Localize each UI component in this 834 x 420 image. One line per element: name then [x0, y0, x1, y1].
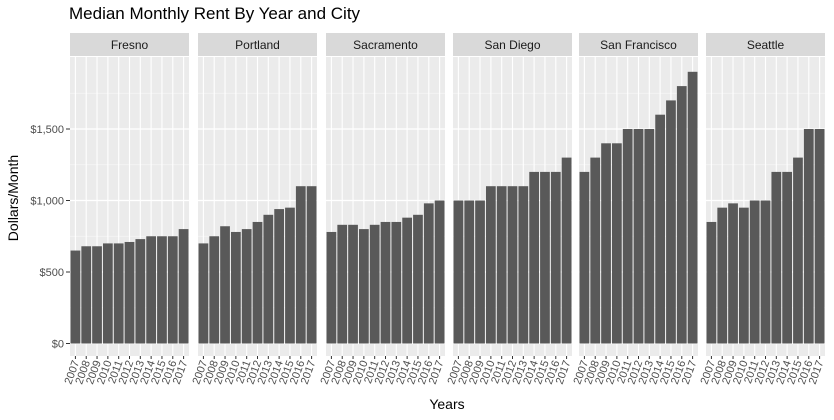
- facet-panel: San Francisco200720082009201020112012201…: [572, 33, 699, 386]
- bar: [230, 231, 241, 344]
- facet-strip: [70, 33, 189, 56]
- bar: [475, 200, 485, 344]
- bar: [644, 129, 655, 344]
- bar: [241, 229, 252, 344]
- bar: [579, 171, 590, 344]
- facet-label: Portland: [235, 38, 280, 52]
- facet-strip: [579, 33, 698, 56]
- bar: [157, 236, 167, 344]
- bar: [391, 221, 402, 344]
- facet-label: San Francisco: [600, 38, 677, 52]
- bar: [285, 207, 295, 344]
- facet-strip: [706, 33, 825, 56]
- bar: [113, 243, 124, 344]
- facet-panel: San Diego2007200820092010201120122013201…: [446, 33, 573, 386]
- facet-panel: Seattle200720082009201020112012201320142…: [699, 33, 826, 386]
- bar: [135, 239, 146, 344]
- bar: [496, 186, 507, 344]
- facet-panel: Sacramento200720082009201020112012201320…: [319, 33, 446, 386]
- bar: [337, 224, 348, 344]
- facet-panel: Fresno2007200820092010201120122013201420…: [63, 33, 190, 386]
- bar: [178, 229, 189, 344]
- bar: [655, 114, 666, 344]
- bar: [209, 236, 220, 344]
- bar: [306, 186, 317, 344]
- facet-label: Fresno: [111, 38, 149, 52]
- facet-label: Sacramento: [353, 38, 418, 52]
- bar: [124, 241, 135, 344]
- bar: [263, 214, 274, 344]
- bar: [507, 186, 518, 344]
- bar: [70, 250, 81, 344]
- bar: [687, 71, 698, 344]
- bar: [529, 171, 540, 344]
- bar: [666, 100, 676, 344]
- bar: [771, 171, 782, 344]
- bar: [738, 207, 749, 344]
- facet-strip: [198, 33, 317, 56]
- y-tick-label: $1,500: [30, 124, 64, 136]
- facet-strip: [326, 33, 445, 56]
- bar: [423, 203, 434, 344]
- bar: [295, 186, 306, 344]
- y-tick-label: $500: [40, 267, 64, 279]
- bar: [561, 157, 572, 344]
- bar: [518, 186, 529, 344]
- bar: [633, 129, 644, 344]
- facet-label: San Diego: [484, 38, 540, 52]
- bar: [717, 207, 728, 344]
- bar: [540, 171, 550, 344]
- x-axis-label: Years: [429, 396, 465, 412]
- bar: [793, 157, 803, 344]
- bar: [274, 209, 285, 344]
- bar: [622, 129, 633, 344]
- bar: [550, 171, 561, 344]
- bar: [464, 200, 475, 344]
- bar: [453, 200, 464, 344]
- bar: [803, 129, 814, 344]
- bar: [760, 200, 771, 344]
- bar: [402, 217, 413, 344]
- bar: [198, 243, 209, 344]
- bar: [252, 221, 263, 344]
- bar: [146, 236, 157, 344]
- bar: [728, 203, 738, 344]
- facet-strip: [453, 33, 572, 56]
- bar: [369, 224, 380, 344]
- bar: [92, 246, 102, 344]
- bar: [749, 200, 760, 344]
- bar: [611, 143, 622, 344]
- bar: [485, 186, 496, 344]
- bar: [413, 214, 423, 344]
- bar: [102, 243, 113, 344]
- bar: [358, 229, 369, 344]
- bar: [348, 224, 358, 344]
- bar: [167, 236, 178, 344]
- bar: [380, 221, 391, 344]
- bar: [601, 143, 611, 344]
- bar: [81, 246, 92, 344]
- bar: [590, 157, 601, 344]
- y-tick-label: $0: [52, 339, 64, 351]
- y-tick-label: $1,000: [30, 196, 64, 208]
- facet-label: Seattle: [747, 38, 785, 52]
- chart-title: Median Monthly Rent By Year and City: [69, 4, 361, 23]
- bar: [326, 231, 337, 344]
- bar: [434, 200, 445, 344]
- bar: [814, 129, 825, 344]
- bar: [782, 171, 793, 344]
- facet-panel: Portland20072008200920102011201220132014…: [191, 33, 318, 386]
- y-axis-label: Dollars/Month: [5, 154, 21, 242]
- bar: [676, 86, 687, 344]
- bar: [706, 221, 717, 344]
- bar: [220, 226, 230, 344]
